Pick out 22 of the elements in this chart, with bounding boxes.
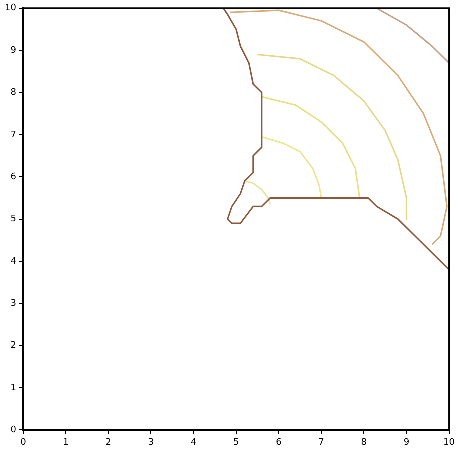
y-tick-label: 6: [10, 172, 17, 182]
y-tick-label: 2: [10, 341, 16, 352]
x-tick-label: 0: [20, 438, 27, 448]
x-tick-label: 5: [233, 438, 240, 448]
x-tick-label: 2: [106, 438, 112, 448]
x-tick-label: 6: [276, 438, 282, 448]
x-tick-label: 9: [404, 438, 410, 448]
x-tick-label: 1: [63, 438, 69, 448]
y-tick-label: 8: [10, 88, 17, 98]
y-tick-label: 5: [10, 214, 16, 225]
y-tick-label: 1: [10, 383, 16, 394]
x-tick-label: 3: [148, 438, 154, 448]
x-tick-label: 8: [361, 438, 368, 448]
x-tick-label: 10: [444, 438, 456, 448]
y-tick-label: 0: [10, 426, 17, 436]
y-tick-label: 3: [10, 299, 16, 310]
x-tick-label: 4: [190, 438, 197, 448]
y-tick-label: 7: [10, 130, 16, 140]
y-tick-label: 4: [10, 256, 17, 267]
y-tick-label: 9: [10, 46, 17, 56]
y-tick-label: 10: [5, 4, 17, 14]
x-tick-label: 7: [318, 438, 324, 448]
